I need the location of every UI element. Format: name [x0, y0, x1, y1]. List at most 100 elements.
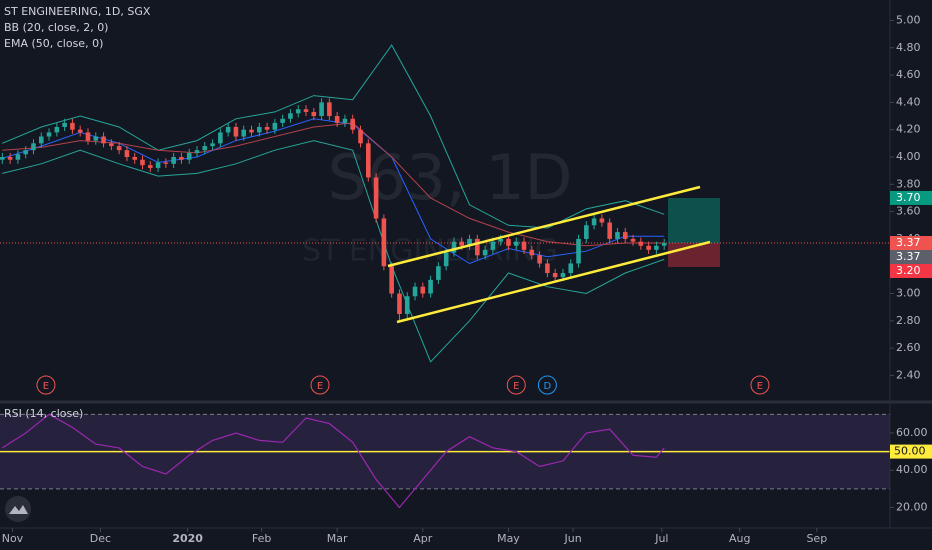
price-label-box — [890, 190, 932, 205]
candle-body — [490, 241, 496, 250]
candle-body — [475, 238, 480, 256]
candle-body — [381, 218, 387, 267]
y-tick-label: 4.60 — [896, 68, 921, 81]
candle-body — [591, 218, 597, 226]
rsi-level-label: 50.00 — [894, 445, 926, 458]
candle-body — [521, 241, 527, 250]
logo-glyph — [9, 505, 28, 514]
candle-body — [256, 126, 262, 133]
candle-body — [358, 129, 363, 144]
y-tick-label: 4.00 — [896, 150, 921, 163]
candle-body — [552, 273, 558, 278]
candle-body — [428, 279, 433, 294]
candle-body — [249, 129, 254, 133]
candle-body — [389, 266, 394, 294]
event-marker — [750, 375, 770, 395]
event-label: E — [317, 381, 323, 392]
x-tick-label: May — [497, 532, 520, 545]
x-tick-label: Nov — [2, 532, 24, 545]
candle-body — [186, 152, 192, 160]
candle-body — [194, 150, 200, 153]
x-tick-label: Aug — [729, 532, 750, 545]
candle-body — [101, 136, 106, 144]
indicator-label: BB (20, close, 2, 0) — [4, 21, 108, 34]
y-tick-label: 2.40 — [896, 368, 921, 381]
candle-body — [202, 146, 208, 151]
candle-body — [218, 132, 223, 144]
channel-upper — [387, 185, 701, 268]
overlay-line — [2, 140, 665, 363]
candle-body — [443, 252, 449, 267]
rsi-level-box — [890, 444, 932, 459]
candle-body — [366, 143, 371, 178]
candle-body — [280, 118, 285, 123]
candle-body — [436, 266, 441, 280]
candle-body — [303, 109, 309, 112]
candle-body — [568, 263, 574, 274]
logo — [5, 496, 31, 522]
candle-body — [615, 232, 620, 239]
candle-body — [62, 122, 67, 127]
price-label: 3.20 — [896, 264, 921, 277]
candle-body — [350, 118, 356, 130]
candle-body — [264, 126, 270, 130]
candle-body — [584, 225, 589, 239]
candle-body — [599, 218, 605, 223]
candle-body — [560, 273, 566, 278]
y-tick-label: 2.60 — [896, 341, 921, 354]
candle-body — [654, 245, 659, 250]
rsi-y-tick-label: 40.00 — [896, 463, 928, 476]
candle-body — [272, 122, 278, 130]
price-label: 3.37 — [896, 236, 921, 249]
watermark: S63, 1D — [328, 141, 573, 214]
price-label-box — [890, 250, 932, 265]
y-tick-label: 2.80 — [896, 314, 921, 327]
candle-body — [576, 238, 581, 264]
candle-body — [622, 232, 628, 239]
candle-body — [15, 154, 21, 160]
event-marker — [310, 375, 330, 395]
candle-body — [54, 126, 60, 133]
candle-body — [140, 159, 145, 166]
candle-body — [334, 116, 340, 123]
event-label: E — [43, 381, 49, 392]
candle-body — [404, 296, 410, 314]
candle-body — [0, 156, 5, 160]
rsi-line — [1, 413, 665, 509]
candle-body — [163, 162, 169, 164]
candle-body — [46, 132, 52, 137]
candle-body — [638, 241, 644, 246]
y-tick-label: 3.00 — [896, 287, 921, 300]
candle-body — [241, 129, 247, 137]
event-marker — [36, 375, 56, 395]
candle-body — [630, 238, 636, 242]
candle-body — [7, 156, 13, 160]
event-marker — [537, 375, 557, 395]
candle-body — [109, 143, 114, 147]
candle-body — [646, 245, 651, 250]
price-label: 3.70 — [896, 191, 921, 204]
y-tick-label: 5.00 — [896, 13, 921, 26]
candle-body — [225, 126, 231, 133]
candle-body — [420, 286, 426, 294]
rsi-y-tick-label: 60.00 — [896, 426, 928, 439]
price-label-box — [890, 264, 932, 279]
candle-body — [545, 263, 550, 274]
candle-body — [93, 136, 99, 141]
candle-body — [498, 238, 503, 242]
candle-body — [529, 249, 535, 256]
candle-body — [459, 241, 465, 246]
channel-lower — [396, 240, 711, 324]
candle-body — [124, 150, 130, 157]
candle-body — [342, 118, 348, 123]
candle-body — [70, 122, 75, 130]
event-label: E — [513, 381, 519, 392]
candle-body — [467, 238, 472, 246]
candle-body — [327, 102, 332, 117]
event-label: E — [757, 381, 763, 392]
watermark-subtitle: ST ENGINEERING — [302, 234, 558, 269]
candle-body — [233, 126, 239, 137]
